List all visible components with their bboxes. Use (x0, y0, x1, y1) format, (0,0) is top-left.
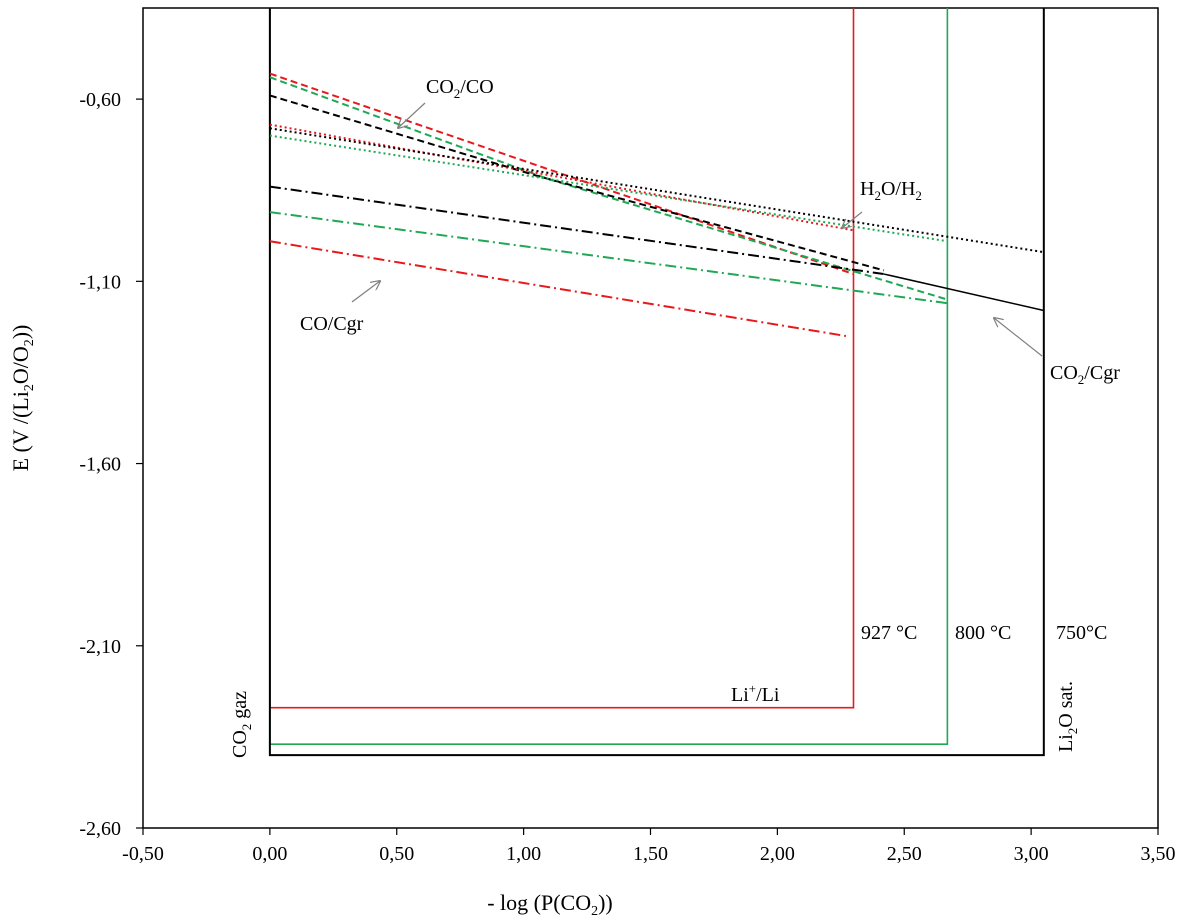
h2o-h2-arrow (842, 211, 863, 228)
x-tick-label: 0,00 (252, 843, 287, 865)
temp-927-label: 927 °C (861, 622, 917, 644)
x-tick-label: 1,00 (506, 843, 541, 865)
region-t750 (268, 8, 1045, 757)
plot-frame (142, 7, 1159, 829)
series-h2o-h2-t800 (269, 134, 948, 243)
series-co2-cgr-t750 (883, 273, 1044, 312)
series-co2-co-t800 (269, 76, 948, 301)
x-tick-label: 2,00 (760, 843, 795, 865)
series-co2-co-t750 (269, 94, 885, 272)
series-h2o-h2-t750 (269, 127, 1044, 254)
y-axis-title: E (V /(Li2O/O2)) (8, 325, 37, 472)
series-lines (269, 72, 1044, 337)
co2-cgr-label: CO2/Cgr (1050, 362, 1120, 387)
co-cgr-label: CO/Cgr (300, 313, 364, 335)
series-h2o-h2-t927 (269, 123, 854, 232)
temp-800-label: 800 °C (955, 622, 1011, 644)
x-tick-label: 3,00 (1014, 843, 1049, 865)
co2-gaz-label: CO2 gaz (229, 691, 254, 758)
temp-750-label: 750°C (1056, 622, 1107, 644)
y-tick-label: -1,10 (79, 271, 121, 293)
co2-co-arrow (398, 102, 426, 128)
x-axis-title: - log (P(CO2)) (487, 890, 613, 919)
axis-ticks: -0,50 0,00 0,50 1,00 1,50 2,00 2,50 3,00 3,50 -0,… (79, 89, 1175, 865)
region-t927 (269, 8, 855, 709)
series-co2-co-t927 (269, 72, 854, 275)
series-co-cgr-t800 (269, 211, 948, 305)
region-t800 (269, 8, 949, 745)
annotation-arrows (351, 102, 1043, 357)
series-co-cgr-t750 (269, 185, 885, 276)
x-tick-label: 2,50 (887, 843, 922, 865)
h2o-h2-label: H2O/H2 (860, 178, 922, 203)
x-tick-label: 1,50 (633, 843, 668, 865)
x-tick-label: -0,50 (122, 843, 164, 865)
co-cgr-arrow (351, 281, 380, 303)
co2-co-label: CO2/CO (426, 76, 494, 101)
li-li-label: Li+/Li (731, 681, 780, 706)
y-tick-label: -1,60 (79, 454, 121, 476)
domain-boundaries (268, 8, 1045, 757)
y-tick-label: -2,10 (79, 636, 121, 658)
li2o-sat-label: Li2O sat. (1055, 681, 1080, 752)
x-tick-label: 3,50 (1141, 843, 1176, 865)
series-co-cgr-t927 (269, 240, 847, 337)
y-tick-label: -0,60 (79, 89, 121, 111)
x-tick-label: 0,50 (379, 843, 414, 865)
co2-cgr-arrow (994, 318, 1043, 357)
y-tick-label: -2,60 (79, 818, 121, 840)
